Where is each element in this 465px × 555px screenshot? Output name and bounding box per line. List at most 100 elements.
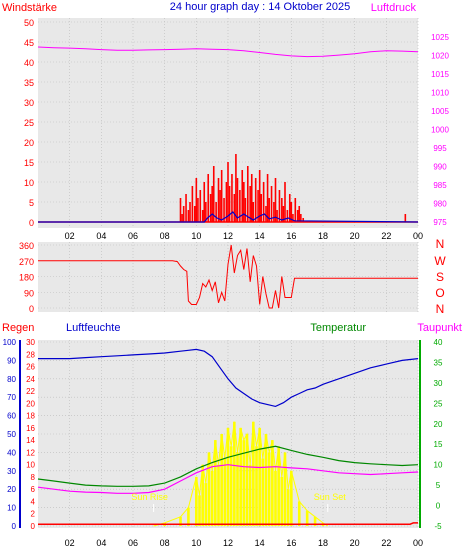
pressure-tick-label: 1020 (431, 52, 449, 61)
sun-bar (255, 446, 258, 526)
sun-bar (233, 421, 236, 526)
sun-line (153, 421, 329, 527)
wind-tick-label: 20 (24, 138, 34, 148)
dewpoint-line (37, 464, 419, 494)
sun-bar (223, 458, 227, 526)
wind-tick-label: 35 (24, 78, 34, 88)
rain-tick-label: 4 (31, 497, 36, 506)
sun-bar (313, 516, 317, 526)
humidity-tick-label: 10 (7, 504, 16, 513)
gust-bar (182, 206, 185, 222)
gust-bar (274, 178, 277, 222)
wind-tick-label: 45 (24, 38, 34, 48)
temperature-tick-label: 30 (434, 379, 443, 388)
compass-tick-label: W (434, 254, 446, 268)
gust-bar (298, 206, 301, 222)
wind-line (38, 211, 419, 223)
rain-label: Regen (2, 322, 34, 334)
gust-bar (235, 154, 237, 222)
sun-bar (261, 458, 265, 526)
temperature-tick-label: 20 (434, 420, 443, 429)
gust-bar (276, 210, 278, 222)
pressure-tick-label: 1015 (431, 70, 449, 79)
gust-bar (286, 210, 289, 222)
gust-bar (205, 202, 207, 222)
weather-panel: Regen Luftfeuchte Temperatur Taupunkt 0 1… (2, 322, 462, 548)
temperature-tick-label: 5 (436, 481, 441, 490)
gust-bar (254, 178, 257, 222)
pressure-tick-label: 1025 (431, 33, 449, 42)
sun-bar (201, 464, 204, 526)
humidity-line (38, 348, 419, 408)
x-tick-label: 14 (255, 231, 265, 241)
x-tick-label: 06 (128, 538, 138, 548)
temperature-tick-label: 40 (434, 338, 443, 347)
temperature-tick-label: 10 (434, 461, 443, 470)
gust-bar (265, 206, 267, 222)
gust-bar (189, 202, 191, 222)
weather-series (37, 348, 419, 527)
gust-bar (246, 166, 249, 222)
x-tick-label: 00 (413, 231, 423, 241)
wind-speed-axis: 0 5 10 15 20 25 30 35 40 45 50 (24, 18, 34, 228)
rain-tick-label: 18 (26, 412, 35, 421)
pressure-tick-label: 1000 (431, 126, 449, 135)
gust-bar (268, 198, 270, 222)
sun-bar (220, 434, 223, 526)
gust-bar (244, 198, 247, 222)
x-tick-label: 16 (286, 538, 296, 548)
x-tick-label: 22 (381, 231, 391, 241)
compass-tick-label: S (436, 270, 444, 284)
sun-bar (274, 470, 277, 526)
gust-bar (260, 194, 263, 222)
graph-title: 24 hour graph day : 14 Oktober 2025 (170, 1, 350, 13)
sun-bar (297, 501, 301, 526)
gust-bar (187, 210, 190, 222)
x-tick-label: 02 (65, 231, 75, 241)
rain-tick-label: 30 (26, 338, 35, 347)
pressure-tick-label: 1005 (431, 107, 449, 116)
gust-bar (231, 174, 233, 222)
wind-tick-label: 5 (29, 198, 34, 208)
wind-tick-label: 0 (29, 218, 34, 228)
humidity-tick-label: 100 (3, 338, 17, 347)
humidity-tick-label: 80 (7, 375, 16, 384)
gust-bar (236, 178, 239, 222)
temperature-label: Temperatur (310, 322, 366, 334)
sun-bar (207, 452, 211, 526)
gust-bar (195, 178, 198, 222)
rain-tick-label: 28 (26, 350, 35, 359)
x-tick-label: 20 (350, 231, 360, 241)
gust-bar (282, 206, 285, 222)
gust-bar (239, 190, 241, 222)
wind-pressure-series (37, 46, 419, 223)
sun-bar (267, 452, 271, 526)
direction-tick-label: 0 (29, 304, 34, 314)
gust-bar (197, 198, 199, 222)
rain-tick-label: 16 (26, 424, 35, 433)
humidity-tick-label: 30 (7, 467, 16, 476)
sun-bar (252, 421, 255, 526)
gust-bar (294, 198, 297, 222)
sun-bar (283, 452, 287, 526)
sun-bar (258, 427, 261, 526)
direction-line (38, 244, 418, 309)
gust-bar (252, 202, 255, 222)
gust-bar (258, 170, 261, 222)
gust-bar (199, 190, 202, 222)
gust-bar (227, 162, 229, 222)
dewpoint-label: Taupunkt (417, 322, 462, 334)
temperature-tick-label: 35 (434, 358, 443, 367)
gust-bar (270, 186, 273, 222)
sun-bar (226, 427, 230, 526)
gust-bar (273, 202, 275, 222)
humidity-label: Luftfeuchte (66, 322, 120, 334)
sun-bar (280, 476, 284, 526)
gust-bar (203, 182, 206, 222)
rain-tick-label: 26 (26, 363, 35, 372)
sun-annotations: Sun Rise Sun Set (131, 492, 346, 512)
